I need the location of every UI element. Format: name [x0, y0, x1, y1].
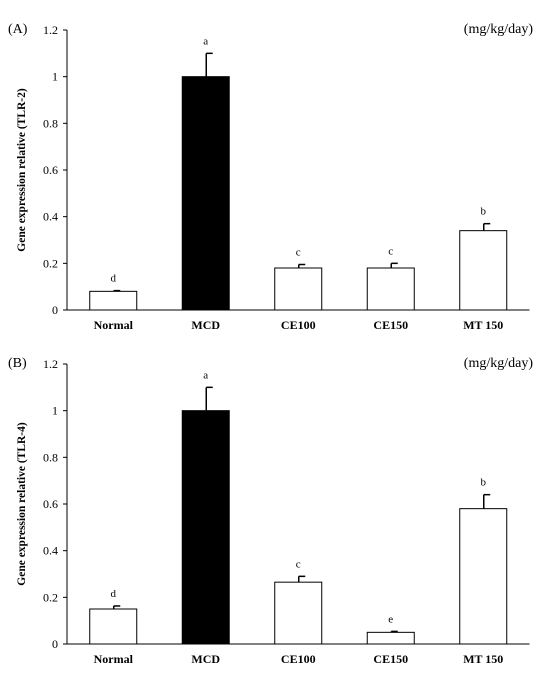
- significance-label: b: [481, 477, 487, 489]
- significance-label: c: [296, 247, 301, 259]
- category-label: Normal: [94, 318, 134, 332]
- category-label: CE100: [281, 318, 316, 332]
- y-tick-label: 0.2: [43, 590, 58, 604]
- panel-label: (B): [8, 356, 27, 371]
- category-label: CE150: [373, 318, 408, 332]
- bar-ce100: [274, 581, 323, 645]
- bar-mcd: [181, 410, 230, 645]
- y-tick-label: 0.6: [43, 497, 58, 511]
- significance-label: d: [111, 588, 117, 600]
- y-tick-label: 1: [52, 404, 58, 418]
- y-tick-label: 0: [52, 303, 58, 317]
- category-label: CE100: [281, 652, 316, 666]
- y-tick-label: 1.2: [43, 357, 58, 371]
- y-tick-label: 0: [52, 637, 58, 651]
- bar-mt-150: [459, 230, 508, 311]
- y-tick-label: 0.2: [43, 256, 58, 270]
- units-label: (mg/kg/day): [464, 356, 534, 371]
- y-tick-label: 0.8: [43, 116, 58, 130]
- y-tick-label: 0.8: [43, 450, 58, 464]
- significance-label: d: [111, 273, 117, 285]
- significance-label: c: [296, 558, 301, 570]
- panel-label: (A): [8, 22, 28, 37]
- category-label: MT 150: [463, 652, 503, 666]
- y-tick-label: 0.6: [43, 163, 58, 177]
- bar-ce150: [366, 267, 415, 311]
- significance-label: e: [388, 613, 393, 625]
- y-tick-label: 1: [52, 70, 58, 84]
- bar-normal: [89, 290, 138, 311]
- y-axis-title: Gene expression relative (TLR-2): [16, 88, 28, 252]
- panel-a-chart: (A) (mg/kg/day) Gene expression relative (…: [8, 22, 533, 332]
- bar-ce100: [274, 267, 323, 311]
- category-label: MCD: [191, 318, 220, 332]
- y-tick-label: 0.4: [43, 544, 58, 558]
- y-tick-label: 0.4: [43, 210, 58, 224]
- bar-ce150: [366, 631, 415, 645]
- y-axis-title: Gene expression relative (TLR-4): [16, 422, 28, 586]
- bar-normal: [89, 608, 138, 645]
- units-label: (mg/kg/day): [464, 22, 534, 37]
- y-tick-label: 1.2: [43, 23, 58, 37]
- significance-label: b: [481, 206, 487, 218]
- significance-label: a: [203, 369, 208, 381]
- significance-label: c: [388, 245, 393, 257]
- category-label: MT 150: [463, 318, 503, 332]
- bar-mt-150: [459, 508, 508, 645]
- category-label: MCD: [191, 652, 220, 666]
- significance-label: a: [203, 35, 208, 47]
- category-label: Normal: [94, 652, 134, 666]
- panel-b-chart: (B) (mg/kg/day) Gene expression relative (…: [8, 356, 533, 666]
- category-label: CE150: [373, 652, 408, 666]
- bar-mcd: [181, 76, 230, 311]
